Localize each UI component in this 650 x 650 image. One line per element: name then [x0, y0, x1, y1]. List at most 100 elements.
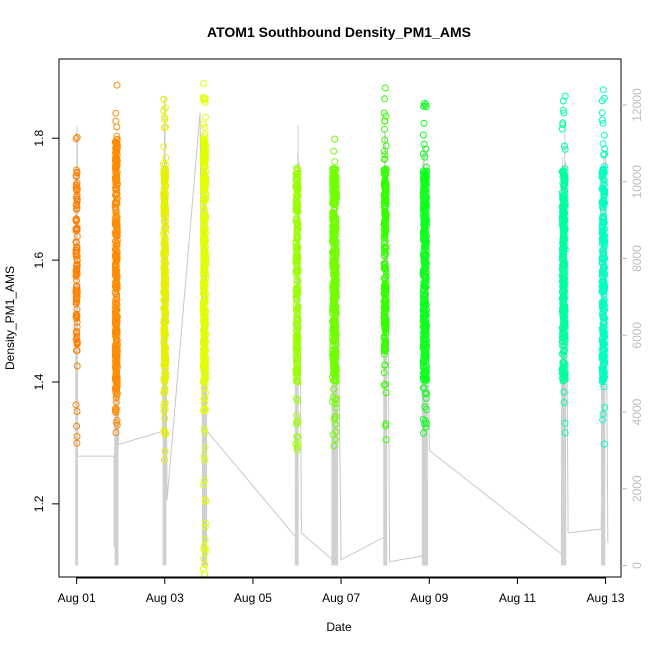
data-point	[201, 306, 209, 313]
data-point	[161, 235, 169, 243]
data-point	[113, 389, 121, 397]
data-point	[560, 109, 568, 117]
data-point	[599, 341, 607, 349]
data-point	[113, 143, 121, 151]
data-point	[600, 365, 608, 373]
data-point	[161, 124, 168, 132]
data-point	[559, 106, 567, 114]
data-point	[421, 99, 428, 107]
data-point	[422, 178, 430, 186]
data-point	[113, 419, 120, 427]
data-point	[199, 289, 207, 297]
data-point	[293, 397, 301, 404]
data-point	[330, 237, 338, 245]
data-point	[294, 289, 301, 297]
data-point	[113, 341, 121, 349]
x-tick-label: Aug 11	[499, 591, 536, 605]
data-point	[420, 373, 427, 381]
data-point	[112, 184, 120, 192]
data-point	[293, 322, 300, 330]
data-point	[112, 172, 120, 180]
data-point	[201, 535, 209, 543]
data-point	[421, 174, 429, 182]
y2-tick-label: 4000	[630, 398, 644, 425]
data-point	[160, 456, 168, 464]
data-point	[422, 163, 430, 171]
data-point	[201, 476, 208, 484]
data-point	[160, 340, 168, 348]
data-point	[201, 136, 209, 144]
data-point	[419, 359, 427, 367]
data-point	[598, 364, 606, 372]
data-point	[113, 270, 120, 278]
data-point	[382, 112, 390, 120]
data-point	[202, 237, 209, 245]
data-point	[381, 136, 389, 144]
data-point	[381, 296, 389, 304]
data-point	[421, 153, 429, 161]
data-point	[598, 304, 606, 312]
data-point	[559, 377, 567, 385]
data-point	[561, 429, 569, 437]
data-point	[72, 172, 80, 180]
data-point	[599, 350, 607, 358]
data-point	[559, 204, 567, 212]
data-point	[421, 242, 429, 250]
data-point	[421, 290, 429, 298]
series-cluster-aug01b	[111, 81, 121, 436]
series-cluster-aug06	[292, 164, 302, 454]
data-point	[162, 228, 170, 236]
data-point	[200, 227, 207, 235]
y-tick-label: 1.6	[32, 251, 46, 268]
data-point	[200, 354, 207, 362]
y-axis-left: 1.2 1.4 1.6 1.8	[32, 130, 59, 512]
data-point	[112, 429, 120, 436]
data-point	[599, 323, 607, 331]
data-point	[161, 287, 168, 295]
data-point	[560, 259, 567, 266]
data-point	[332, 364, 340, 372]
data-point	[200, 202, 208, 210]
data-point	[560, 240, 568, 248]
data-point	[112, 245, 120, 253]
data-point	[160, 426, 168, 434]
data-point	[294, 345, 302, 353]
data-point	[329, 343, 337, 351]
data-point	[381, 336, 389, 344]
data-point	[421, 317, 429, 325]
data-point	[382, 300, 390, 308]
data-point	[420, 102, 428, 110]
data-point	[329, 233, 337, 241]
data-point	[600, 383, 608, 391]
data-point	[331, 370, 338, 378]
data-point	[560, 291, 568, 299]
data-point	[293, 247, 301, 255]
data-point	[201, 336, 209, 344]
data-point	[112, 200, 119, 208]
data-point	[561, 181, 568, 189]
data-point	[329, 180, 336, 188]
data-point	[421, 263, 429, 271]
data-point	[599, 320, 607, 328]
series-cluster-aug13	[598, 86, 609, 448]
data-point	[382, 329, 390, 337]
data-point	[202, 229, 210, 237]
data-point	[381, 245, 389, 253]
data-point	[382, 281, 389, 289]
x-tick-label: Aug 13	[587, 591, 625, 605]
data-point	[201, 371, 209, 379]
data-point	[381, 203, 389, 211]
data-point	[420, 119, 428, 127]
data-point	[329, 393, 337, 401]
data-point	[559, 360, 567, 368]
data-point	[199, 317, 207, 325]
data-point	[331, 135, 339, 143]
data-point	[561, 92, 569, 100]
data-point	[201, 247, 209, 255]
data-point	[382, 170, 390, 178]
data-point	[113, 347, 121, 355]
data-point	[112, 296, 119, 304]
data-point	[382, 320, 389, 328]
data-point	[201, 298, 209, 306]
